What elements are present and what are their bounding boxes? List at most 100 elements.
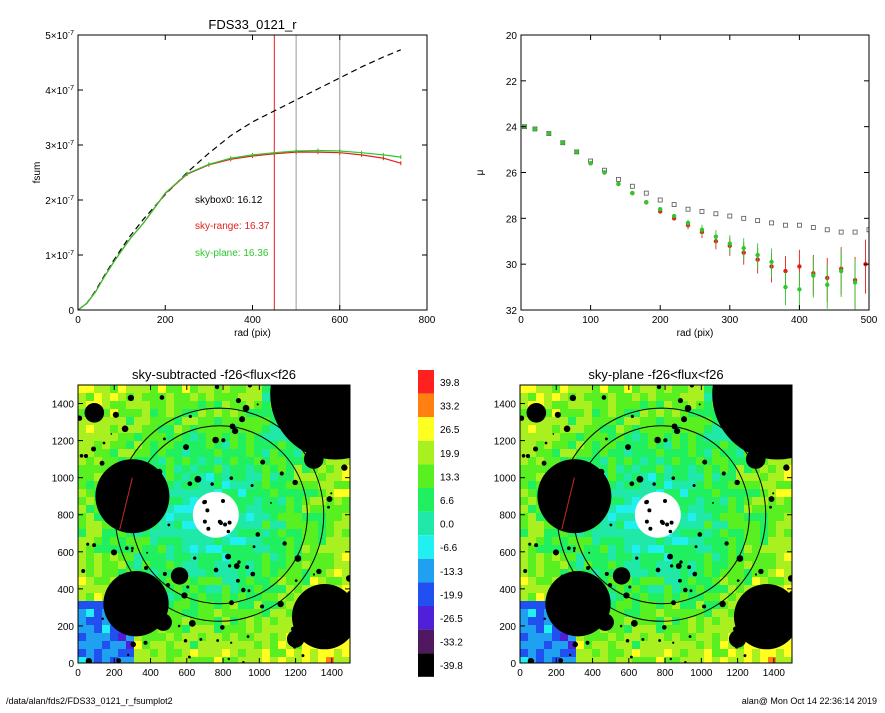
pixel-cell — [302, 449, 310, 457]
pixel-cell — [616, 473, 624, 481]
pixel-cell — [600, 521, 608, 529]
pixel-cell — [656, 553, 664, 561]
pixel-cell — [568, 545, 576, 553]
galaxy-core-mask — [634, 491, 681, 538]
pixel-cell — [688, 537, 696, 545]
pixel-cell — [214, 649, 222, 657]
masked-star — [229, 476, 234, 480]
pixel-cell — [158, 449, 166, 457]
pixel-cell — [126, 537, 134, 545]
pixel-cell — [584, 553, 592, 561]
pixel-cell — [568, 657, 576, 663]
pixel-cell — [608, 625, 616, 633]
aperture-marker — [561, 477, 575, 530]
pixel-cell — [640, 625, 648, 633]
pixel-cell — [102, 441, 110, 449]
pixel-cell — [238, 465, 246, 473]
pixel-cell — [302, 577, 310, 585]
pixel-cell — [632, 433, 640, 441]
pixel-cell — [760, 569, 768, 577]
pixel-cell — [310, 553, 318, 561]
pixel-cell — [214, 465, 222, 473]
pixel-cell — [600, 577, 608, 585]
pixel-cell — [198, 649, 206, 657]
masked-star — [619, 624, 623, 628]
pixel-cell — [656, 441, 664, 449]
pixel-cell — [262, 633, 270, 641]
pixel-cell — [624, 457, 632, 465]
pixel-cell — [680, 553, 688, 561]
pixel-cell — [632, 409, 640, 417]
pixel-cell — [640, 473, 648, 481]
pixel-cell — [222, 649, 230, 657]
y-tick-label: 32 — [506, 306, 518, 317]
pixel-cell — [736, 481, 744, 489]
pixel-cell — [214, 401, 222, 409]
pixel-cell — [600, 417, 608, 425]
pixel-cell — [206, 585, 214, 593]
pixel-cell — [326, 505, 334, 513]
pixel-cell — [720, 649, 728, 657]
pixel-cell — [656, 481, 664, 489]
pixel-cell — [326, 457, 334, 465]
pixel-cell — [712, 561, 720, 569]
pixel-cell — [342, 537, 350, 545]
pixel-cell — [656, 409, 664, 417]
pixel-cell — [648, 561, 656, 569]
pixel-cell — [576, 417, 584, 425]
pixel-cell — [640, 585, 648, 593]
pixel-cell — [520, 553, 528, 561]
pixel-cell — [656, 401, 664, 409]
pixel-cell — [174, 649, 182, 657]
pixel-cell — [286, 569, 294, 577]
pixel-cell — [238, 385, 246, 393]
pixel-cell — [222, 481, 230, 489]
pixel-cell — [520, 393, 528, 401]
pixel-cell — [326, 513, 334, 521]
masked-star — [557, 593, 560, 596]
masked-star — [628, 585, 632, 589]
pixel-cell — [640, 449, 648, 457]
masked-star — [736, 579, 740, 582]
masked-star — [787, 575, 792, 582]
pixel-cell — [704, 409, 712, 417]
pixel-cell — [150, 537, 158, 545]
y-tick-label: 0 — [68, 659, 74, 670]
pixel-cell — [688, 649, 696, 657]
pixel-cell — [648, 641, 656, 649]
pixel-cell — [736, 457, 744, 465]
masked-star — [662, 625, 667, 630]
pixel-cell — [230, 401, 238, 409]
pixel-cell — [648, 657, 656, 663]
pixel-cell — [608, 457, 616, 465]
pixel-cell — [102, 561, 110, 569]
pixel-cell — [174, 601, 182, 609]
colorbar-label: -26.5 — [440, 614, 463, 625]
pixel-cell — [102, 393, 110, 401]
pixel-cell — [784, 481, 792, 489]
masked-star — [323, 619, 328, 624]
pixel-cell — [262, 577, 270, 585]
pixel-cell — [568, 409, 576, 417]
pixel-cell — [286, 465, 294, 473]
pixel-cell — [760, 561, 768, 569]
pixel-cell — [560, 553, 568, 561]
pixel-cell — [278, 441, 286, 449]
pixel-cell — [608, 633, 616, 641]
masked-star — [683, 587, 688, 593]
pixel-cell — [238, 433, 246, 441]
masked-star — [635, 556, 639, 560]
y-tick-label: 200 — [499, 622, 516, 633]
pixel-cell — [704, 473, 712, 481]
masked-star — [671, 476, 676, 480]
pixel-cell — [632, 401, 640, 409]
aperture-ellipse-outer — [114, 407, 325, 622]
pixel-cell — [158, 409, 166, 417]
profile-point-sky-plane — [532, 126, 538, 132]
pixel-cell — [302, 473, 310, 481]
pixel-cell — [608, 465, 616, 473]
pixel-cell — [672, 489, 680, 497]
colorbar-swatch — [418, 558, 434, 583]
pixel-cell — [680, 505, 688, 513]
masked-star — [675, 563, 682, 569]
